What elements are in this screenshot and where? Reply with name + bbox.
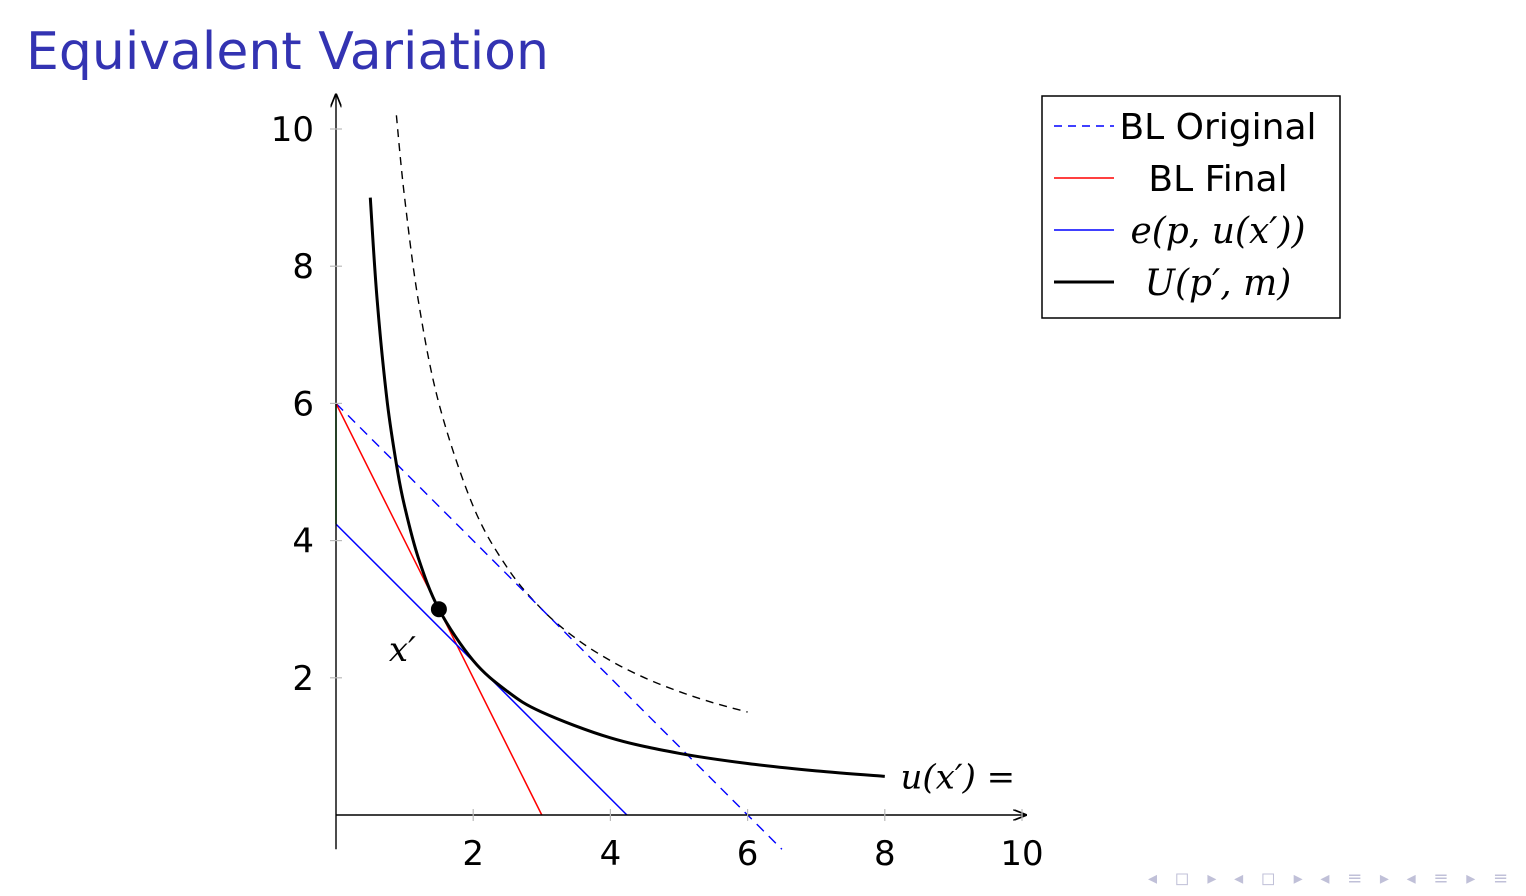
point-label: x′	[389, 630, 416, 670]
legend-label-3: e(p, u(x′))	[1130, 211, 1305, 252]
legend-label-4: U(p′, m)	[1145, 263, 1292, 304]
legend-label-1: BL Original	[1119, 107, 1316, 148]
series-line-1	[335, 402, 783, 850]
x-tick-label: 8	[874, 834, 896, 874]
curve-annotation: u(x′) =	[901, 758, 1016, 798]
series-line-4	[368, 197, 885, 778]
optimal-point	[430, 601, 447, 618]
y-tick-label: 10	[271, 110, 314, 150]
y-tick-label: 4	[292, 522, 314, 562]
x-tick-label: 2	[462, 834, 484, 874]
x-tick-label: 10	[1000, 834, 1043, 874]
y-tick-label: 2	[292, 659, 314, 699]
y-tick-label: 8	[292, 247, 314, 287]
x-tick-label: 6	[737, 834, 759, 874]
x-tick-label: 4	[600, 834, 622, 874]
legend-label-2: BL Final	[1148, 159, 1287, 200]
slide-title: Equivalent Variation	[26, 22, 549, 82]
beamer-navigation-icons[interactable]: ◂ ◻ ▸ ◂ ◻ ▸ ◂ ≡ ▸ ◂ ≡ ▸ ≡ ⟳	[1148, 868, 1526, 889]
original-indifference-curve	[395, 115, 748, 713]
y-tick-label: 6	[292, 384, 314, 424]
